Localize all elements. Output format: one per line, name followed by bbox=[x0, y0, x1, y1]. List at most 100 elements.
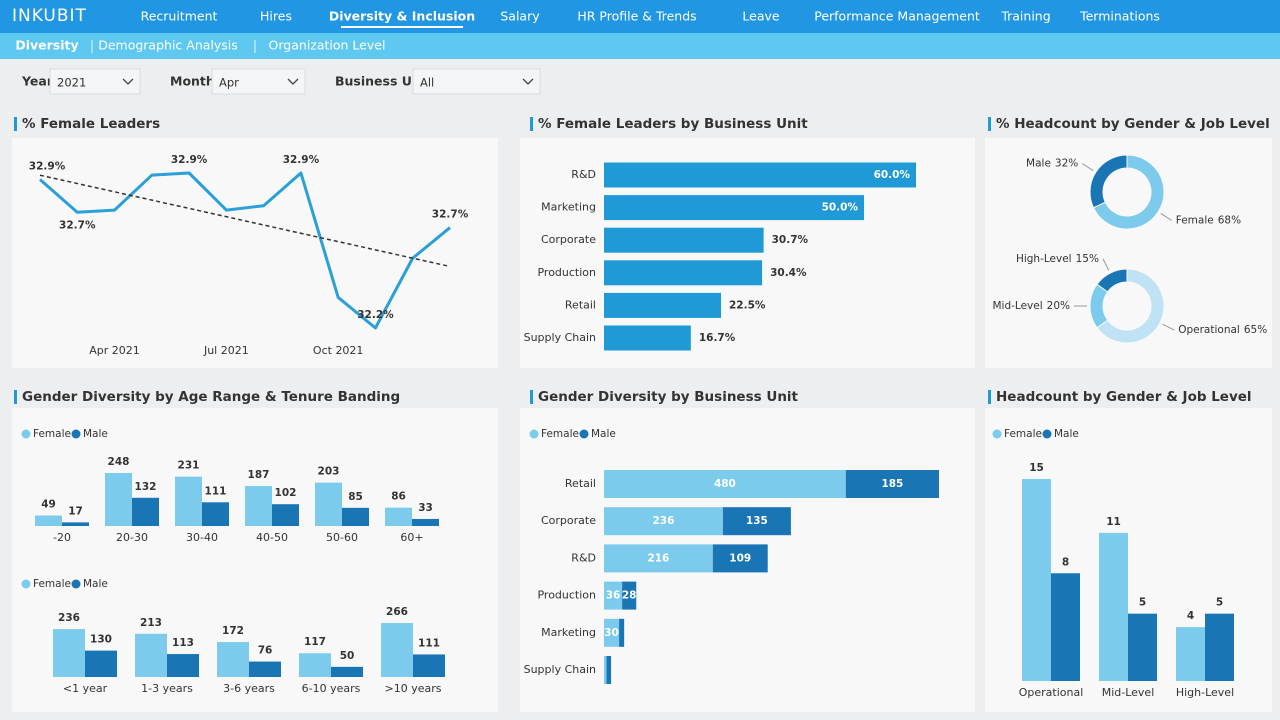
nav-tab[interactable]: Recruitment bbox=[141, 9, 218, 24]
bar bbox=[331, 666, 363, 677]
donut-slice bbox=[1096, 268, 1128, 293]
legend-label: Male bbox=[83, 578, 108, 590]
x-tick-label: <1 year bbox=[63, 682, 108, 695]
bar bbox=[1051, 573, 1080, 681]
sub-tab[interactable]: Organization Level bbox=[269, 38, 386, 53]
sub-tab[interactable]: Diversity bbox=[15, 38, 78, 53]
line bbox=[39, 171, 451, 330]
bar bbox=[132, 497, 159, 526]
data-label: 32.7% bbox=[59, 219, 96, 231]
dropdown-chevron bbox=[287, 78, 299, 85]
slice-category: Mid-Level bbox=[993, 300, 1043, 312]
bar bbox=[604, 470, 846, 498]
title-accent bbox=[988, 390, 991, 404]
chart-title: % Female Leaders bbox=[22, 116, 160, 132]
data-label: 16.7% bbox=[699, 332, 736, 344]
data-label: 248 bbox=[108, 456, 130, 468]
legend-label: Female bbox=[541, 428, 579, 440]
bar bbox=[604, 581, 623, 610]
bar bbox=[202, 502, 229, 526]
legend-swatch bbox=[579, 429, 589, 439]
bar bbox=[175, 476, 202, 526]
nav-tab[interactable]: Terminations bbox=[1079, 9, 1160, 24]
data-label: 32.9% bbox=[283, 154, 320, 166]
data-label: 32.7% bbox=[432, 209, 469, 221]
x-tick-label: 60+ bbox=[400, 531, 423, 544]
data-label: 86 bbox=[391, 491, 406, 503]
slice-label: Operational 65% bbox=[1178, 324, 1267, 336]
donut-slice bbox=[1092, 154, 1165, 230]
legend-label: Male bbox=[591, 428, 616, 440]
trend-line bbox=[39, 174, 451, 268]
filter-value: All bbox=[420, 76, 434, 90]
bar bbox=[606, 656, 612, 684]
legend-swatch bbox=[71, 429, 81, 439]
slice-label: Mid-Level 20% bbox=[993, 300, 1071, 312]
data-label: 60.0% bbox=[874, 169, 911, 181]
chart-title: Gender Diversity by Business Unit bbox=[538, 389, 799, 405]
nav-tab[interactable]: Leave bbox=[742, 9, 779, 24]
bar bbox=[412, 518, 439, 526]
slice-category: Operational bbox=[1178, 324, 1240, 336]
slice-value: 20% bbox=[1047, 300, 1070, 312]
nav-tab[interactable]: Performance Management bbox=[814, 9, 980, 24]
legend-label: Female bbox=[1004, 428, 1042, 440]
data-label: 30.4% bbox=[770, 267, 807, 279]
data-label: 111 bbox=[418, 637, 440, 649]
data-label: 109 bbox=[729, 552, 751, 564]
data-label: 30 bbox=[604, 627, 619, 639]
bar bbox=[1099, 532, 1128, 681]
sub-tab[interactable]: Demographic Analysis bbox=[98, 38, 238, 53]
chart-title: % Female Leaders by Business Unit bbox=[538, 116, 808, 132]
title-accent bbox=[988, 117, 991, 131]
bar bbox=[85, 650, 117, 677]
x-tick-label: Operational bbox=[1019, 686, 1084, 699]
legend-label: Female bbox=[33, 578, 71, 590]
title-accent bbox=[530, 390, 533, 404]
y-tick-label: R&D bbox=[571, 551, 596, 564]
bar bbox=[105, 473, 132, 526]
nav-tab[interactable]: Hires bbox=[260, 9, 292, 24]
data-label: 15 bbox=[1029, 462, 1044, 474]
data-label: 28 bbox=[622, 590, 637, 602]
leader-line bbox=[1081, 163, 1094, 171]
data-label: 17 bbox=[68, 505, 83, 517]
slice-label: Male 32% bbox=[1026, 158, 1078, 170]
bar bbox=[604, 656, 607, 684]
data-label: 32.2% bbox=[357, 309, 394, 321]
bar bbox=[1128, 613, 1157, 681]
filter-dropdown[interactable] bbox=[412, 68, 541, 95]
bar bbox=[722, 507, 791, 536]
y-tick-label: Production bbox=[537, 589, 596, 602]
y-tick-label: Marketing bbox=[541, 201, 596, 214]
bar bbox=[604, 325, 691, 351]
nav-tab[interactable]: Diversity & Inclusion bbox=[329, 9, 475, 24]
bar bbox=[604, 195, 864, 221]
x-tick-label: 3-6 years bbox=[223, 682, 275, 695]
bar bbox=[604, 292, 721, 318]
bar bbox=[249, 661, 281, 677]
legend-label: Male bbox=[83, 428, 108, 440]
bar bbox=[845, 470, 939, 498]
x-tick-label: 30-40 bbox=[186, 531, 218, 544]
bar bbox=[604, 227, 764, 253]
bar bbox=[381, 623, 413, 677]
dropdown-chevron bbox=[522, 78, 534, 85]
slice-label: High-Level 15% bbox=[1016, 253, 1099, 265]
slice-category: Female bbox=[1176, 214, 1214, 226]
y-tick-label: Supply Chain bbox=[524, 331, 596, 344]
filter-value: Apr bbox=[219, 76, 239, 90]
bar bbox=[712, 544, 768, 573]
nav-tab[interactable]: HR Profile & Trends bbox=[577, 9, 696, 24]
bar bbox=[604, 544, 713, 573]
nav-tab[interactable]: Training bbox=[1000, 9, 1050, 24]
legend-swatch bbox=[21, 579, 31, 589]
filter-dropdown[interactable] bbox=[211, 68, 306, 95]
data-label: 50.0% bbox=[822, 202, 859, 214]
data-label: 5 bbox=[1216, 597, 1223, 609]
top-bar bbox=[0, 0, 1280, 33]
nav-tab[interactable]: Salary bbox=[500, 9, 540, 24]
slice-value: 32% bbox=[1055, 158, 1078, 170]
legend-label: Female bbox=[33, 428, 71, 440]
donut-slice bbox=[1089, 154, 1128, 209]
